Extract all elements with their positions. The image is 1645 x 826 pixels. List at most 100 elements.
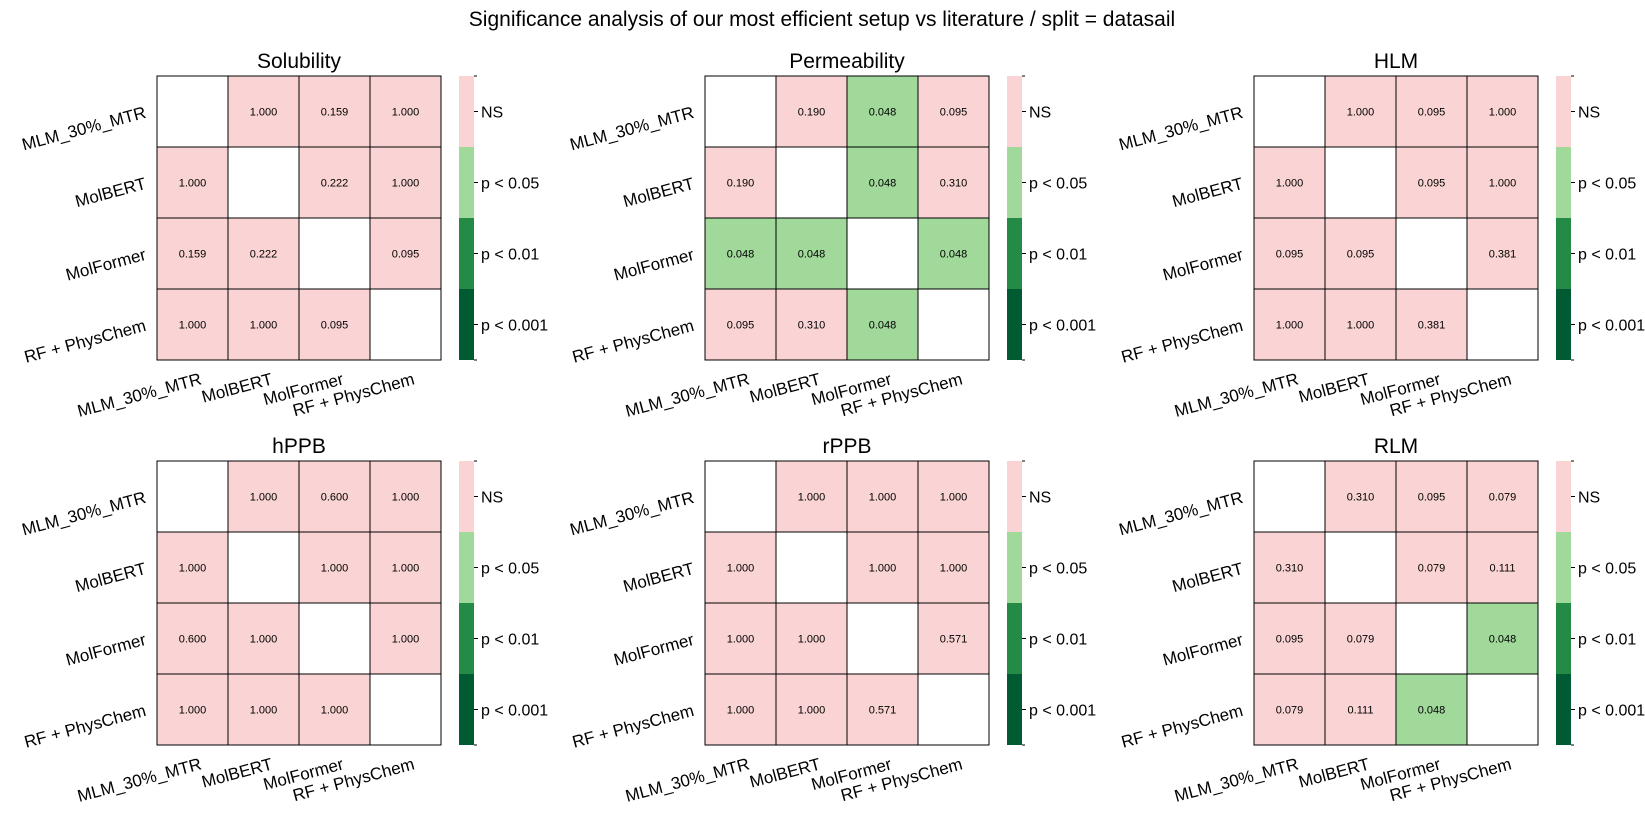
colorbar-label: p < 0.05 — [481, 176, 539, 193]
heatmap-cell — [1324, 602, 1397, 675]
heatmap-cell — [227, 460, 300, 533]
cell-value-label: 0.095 — [940, 107, 968, 119]
cell-value-label: 1.000 — [798, 634, 826, 646]
heatmap-cell — [704, 531, 777, 604]
panel-title: HLM — [1374, 50, 1418, 73]
colorbar-segment — [459, 603, 474, 674]
cell-value-label: 1.000 — [321, 563, 349, 575]
cell-value-label: 0.079 — [1276, 705, 1304, 717]
y-tick-label: MolFormer — [1161, 245, 1246, 285]
y-tick-label: MolFormer — [64, 245, 149, 285]
figure-title: Significance analysis of our most effici… — [469, 8, 1175, 31]
cell-value-label: 1.000 — [940, 492, 968, 504]
colorbar-label: NS — [1029, 105, 1051, 122]
colorbar-segment — [1556, 76, 1571, 147]
heatmap-frame — [704, 460, 990, 746]
heatmap-cell — [1466, 75, 1539, 148]
heatmap-cell — [369, 602, 442, 675]
x-tick-label: MLM_30%_MTR — [623, 755, 751, 806]
heatmap-cell — [298, 75, 371, 148]
y-tick-label: MolFormer — [64, 630, 149, 670]
panel-title: Permeability — [789, 50, 905, 73]
heatmap-cell — [917, 288, 990, 361]
heatmap-cell — [917, 75, 990, 148]
colorbar-segment — [1007, 532, 1022, 603]
heatmap-cell — [704, 602, 777, 675]
heatmap-cell — [369, 146, 442, 219]
cell-value-label: 1.000 — [798, 705, 826, 717]
cell-value-label: 1.000 — [727, 563, 755, 575]
heatmap-cell — [846, 673, 919, 746]
y-tick-label: MolFormer — [612, 630, 697, 670]
cell-value-label: 1.000 — [179, 320, 207, 332]
x-tick-label: MLM_30%_MTR — [1172, 370, 1300, 421]
cell-value-label: 1.000 — [321, 705, 349, 717]
colorbar-segment — [1556, 603, 1571, 674]
y-tick-label: MLM_30%_MTR — [568, 103, 696, 154]
cell-value-label: 0.048 — [1489, 634, 1517, 646]
colorbar-label: NS — [481, 105, 503, 122]
colorbar-label: p < 0.001 — [1578, 318, 1645, 335]
heatmap-cell — [298, 288, 371, 361]
y-tick-label: MolFormer — [612, 245, 697, 285]
heatmap-cell — [1253, 460, 1326, 533]
colorbar-segment — [1007, 461, 1022, 532]
heatmap-cell — [704, 75, 777, 148]
cell-value-label: 0.159 — [321, 107, 349, 119]
cell-value-label: 1.000 — [179, 563, 207, 575]
heatmap-cell — [1466, 602, 1539, 675]
heatmap-cell — [775, 673, 848, 746]
heatmap-cell — [846, 531, 919, 604]
cell-value-label: 0.095 — [1276, 249, 1304, 261]
cell-value-label: 0.079 — [1489, 492, 1517, 504]
colorbar-label: p < 0.05 — [1029, 561, 1087, 578]
heatmap-panel: rPPB 1.000 1.000 1.000 1.000 1.000 1.000 1.000 1… — [568, 435, 1096, 806]
cell-value-label: 0.048 — [869, 178, 897, 190]
cell-value-label: 1.000 — [940, 563, 968, 575]
colorbar-segment — [459, 461, 474, 532]
colorbar-segment — [1556, 461, 1571, 532]
cell-value-label: 0.095 — [1418, 492, 1446, 504]
colorbar-label: NS — [1029, 490, 1051, 507]
heatmap-panel: RLM 0.310 0.095 0.079 0.310 0.079 0.111 0.095 0.… — [1117, 435, 1645, 806]
heatmap-cell — [917, 673, 990, 746]
heatmap-cell — [1253, 146, 1326, 219]
colorbar-segment — [1007, 147, 1022, 218]
colorbar-label: p < 0.01 — [481, 247, 539, 264]
cell-value-label: 1.000 — [1347, 320, 1375, 332]
cell-value-label: 1.000 — [392, 107, 420, 119]
y-tick-label: MolBERT — [621, 174, 696, 211]
heatmap-cell — [1253, 75, 1326, 148]
cell-value-label: 0.600 — [179, 634, 207, 646]
colorbar-segment — [459, 289, 474, 360]
panel-title: Solubility — [257, 50, 342, 73]
cell-value-label: 0.048 — [1418, 705, 1446, 717]
colorbar-segment — [1556, 289, 1571, 360]
cell-value-label: 0.190 — [727, 178, 755, 190]
heatmap-cell — [156, 146, 229, 219]
heatmap-cell — [298, 602, 371, 675]
y-tick-label: MolBERT — [1170, 174, 1245, 211]
heatmap-cell — [917, 460, 990, 533]
heatmap-cell — [704, 146, 777, 219]
y-tick-label: RF + PhysChem — [1119, 316, 1245, 367]
cell-value-label: 1.000 — [250, 492, 278, 504]
heatmap-cell — [1466, 288, 1539, 361]
heatmap-cell — [1324, 146, 1397, 219]
heatmap-cell — [1253, 531, 1326, 604]
colorbar-label: p < 0.01 — [1029, 247, 1087, 264]
colorbar-segment — [1556, 532, 1571, 603]
cell-value-label: 0.310 — [1276, 563, 1304, 575]
y-tick-label: MLM_30%_MTR — [568, 488, 696, 539]
heatmap-cell — [227, 602, 300, 675]
heatmap-cell — [1324, 288, 1397, 361]
heatmap-cell — [1395, 288, 1468, 361]
y-tick-label: RF + PhysChem — [22, 701, 148, 752]
cell-value-label: 1.000 — [727, 705, 755, 717]
cell-value-label: 1.000 — [250, 705, 278, 717]
heatmap-cell — [156, 673, 229, 746]
cell-value-label: 0.079 — [1347, 634, 1375, 646]
heatmap-cell — [227, 146, 300, 219]
cell-value-label: 0.222 — [250, 249, 278, 261]
colorbar-label: p < 0.01 — [1578, 632, 1636, 649]
